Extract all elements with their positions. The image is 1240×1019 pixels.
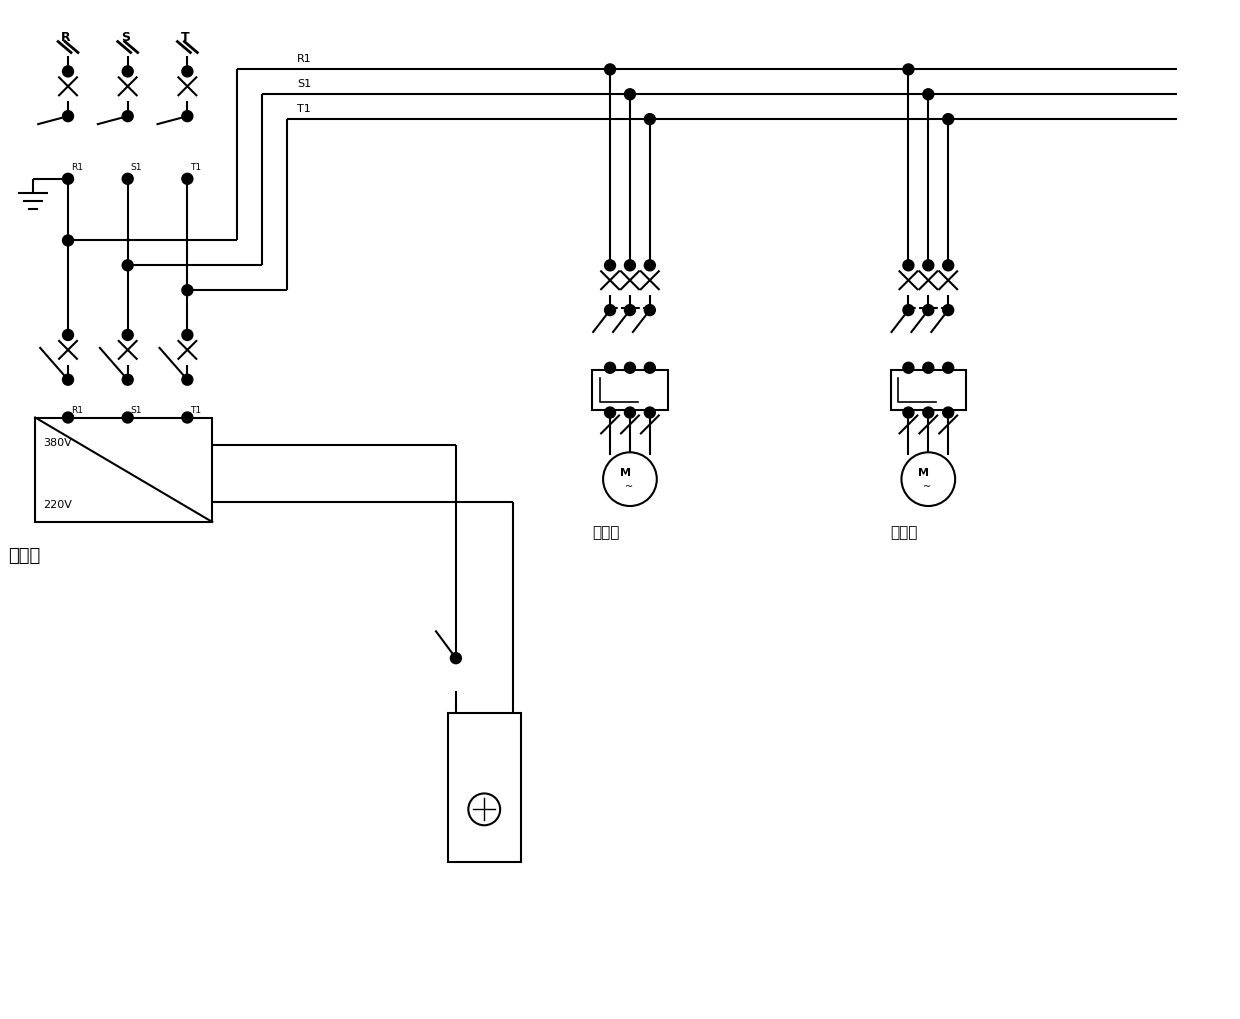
Circle shape xyxy=(62,111,73,122)
Bar xyxy=(448,713,521,862)
Circle shape xyxy=(942,363,954,374)
Circle shape xyxy=(903,65,914,75)
Text: 380V: 380V xyxy=(43,438,72,448)
Circle shape xyxy=(62,330,73,341)
Circle shape xyxy=(62,235,73,247)
Circle shape xyxy=(903,408,914,419)
Circle shape xyxy=(942,114,954,125)
Text: S1: S1 xyxy=(296,79,311,90)
Text: M: M xyxy=(620,468,631,478)
Text: 变压器: 变压器 xyxy=(9,546,41,565)
Text: 循环泵: 循环泵 xyxy=(593,525,620,539)
Circle shape xyxy=(182,67,193,77)
Circle shape xyxy=(123,174,133,185)
Text: R1: R1 xyxy=(71,163,83,171)
Circle shape xyxy=(942,261,954,271)
Circle shape xyxy=(923,408,934,419)
Text: T1: T1 xyxy=(191,406,201,414)
Bar xyxy=(890,370,966,410)
Circle shape xyxy=(625,90,635,101)
Circle shape xyxy=(605,65,615,75)
Circle shape xyxy=(605,363,615,374)
Text: ~: ~ xyxy=(625,482,634,491)
Circle shape xyxy=(123,261,133,271)
Text: ~: ~ xyxy=(924,482,931,491)
Circle shape xyxy=(605,306,615,316)
Circle shape xyxy=(645,306,655,316)
Circle shape xyxy=(123,413,133,424)
Circle shape xyxy=(923,306,934,316)
Circle shape xyxy=(182,174,193,185)
Text: T1: T1 xyxy=(296,104,310,114)
Circle shape xyxy=(903,363,914,374)
Circle shape xyxy=(182,375,193,386)
Text: 计量泵: 计量泵 xyxy=(890,525,918,539)
Bar xyxy=(35,418,212,523)
Circle shape xyxy=(625,363,635,374)
Text: R1: R1 xyxy=(296,54,311,64)
Circle shape xyxy=(182,413,193,424)
Circle shape xyxy=(942,408,954,419)
Circle shape xyxy=(469,794,500,825)
Circle shape xyxy=(182,285,193,297)
Text: S1: S1 xyxy=(130,163,143,171)
Circle shape xyxy=(923,261,934,271)
Text: R: R xyxy=(61,31,71,44)
Text: S1: S1 xyxy=(130,406,143,414)
Circle shape xyxy=(62,174,73,185)
Circle shape xyxy=(901,452,955,506)
Circle shape xyxy=(123,330,133,341)
Circle shape xyxy=(645,261,655,271)
Circle shape xyxy=(645,363,655,374)
Circle shape xyxy=(123,375,133,386)
Circle shape xyxy=(605,261,615,271)
Circle shape xyxy=(625,408,635,419)
Text: M: M xyxy=(919,468,929,478)
Text: S: S xyxy=(120,31,130,44)
Circle shape xyxy=(182,111,193,122)
Circle shape xyxy=(603,452,657,506)
Circle shape xyxy=(450,653,461,664)
Circle shape xyxy=(645,408,655,419)
Circle shape xyxy=(123,67,133,77)
Text: R1: R1 xyxy=(71,406,83,414)
Text: T1: T1 xyxy=(191,163,201,171)
Circle shape xyxy=(182,330,193,341)
Circle shape xyxy=(62,67,73,77)
Circle shape xyxy=(942,306,954,316)
Circle shape xyxy=(625,306,635,316)
Text: T: T xyxy=(180,31,188,44)
Circle shape xyxy=(123,111,133,122)
Text: 220V: 220V xyxy=(43,499,72,510)
Circle shape xyxy=(903,261,914,271)
Circle shape xyxy=(605,408,615,419)
Circle shape xyxy=(62,375,73,386)
Circle shape xyxy=(923,90,934,101)
Circle shape xyxy=(923,363,934,374)
Bar xyxy=(593,370,667,410)
Circle shape xyxy=(645,114,655,125)
Circle shape xyxy=(903,306,914,316)
Circle shape xyxy=(62,413,73,424)
Circle shape xyxy=(625,261,635,271)
